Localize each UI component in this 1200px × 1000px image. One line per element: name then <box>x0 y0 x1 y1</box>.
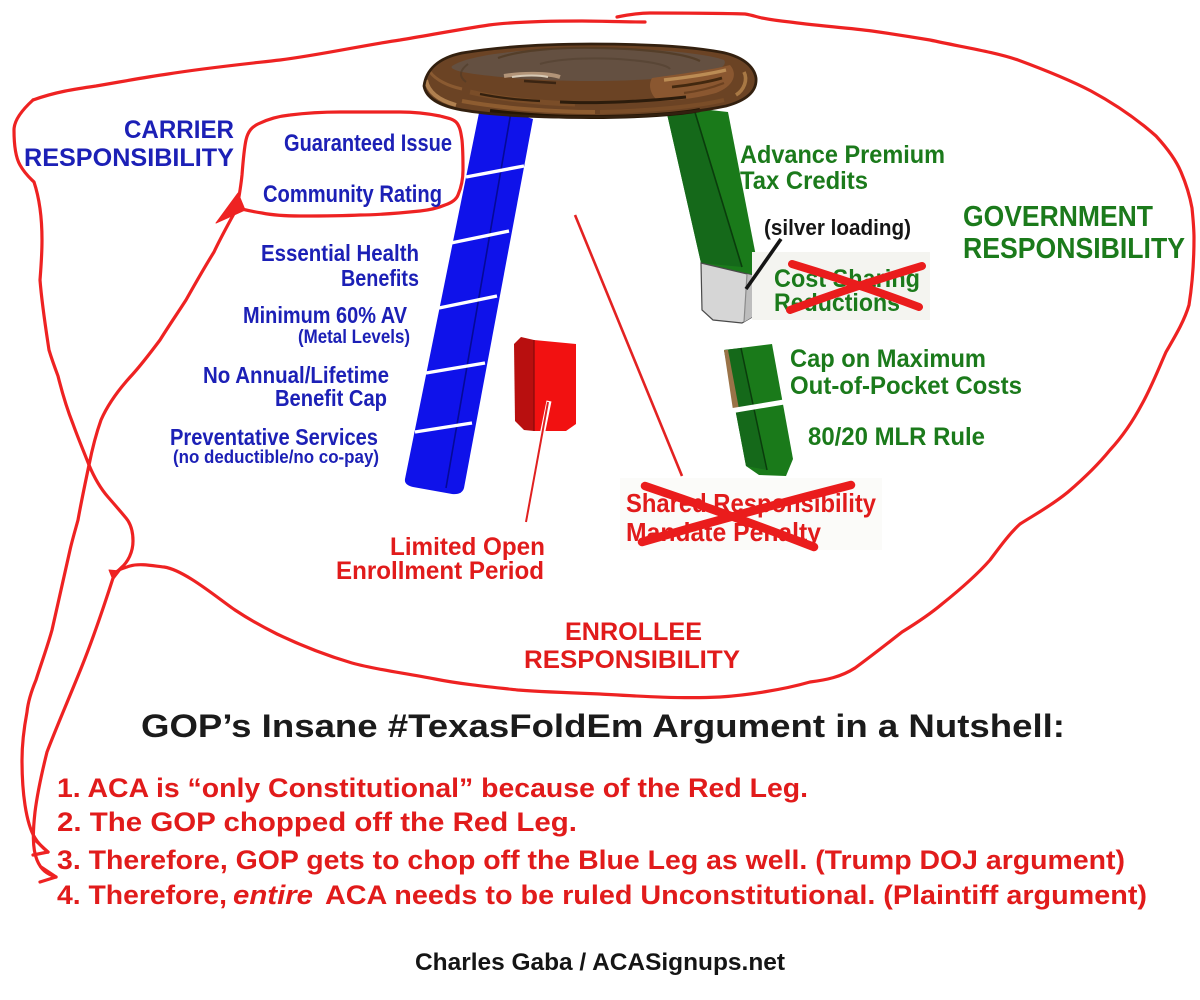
svg-text:80/20 MLR Rule: 80/20 MLR Rule <box>808 423 985 451</box>
svg-text:Benefit Cap: Benefit Cap <box>275 385 387 411</box>
svg-text:Essential Health: Essential Health <box>261 240 419 266</box>
svg-text:GOP’s Insane #TexasFoldEm Argu: GOP’s Insane #TexasFoldEm Argument in a … <box>141 708 1065 744</box>
svg-text:RESPONSIBILITY: RESPONSIBILITY <box>524 646 740 674</box>
svg-text:Benefits: Benefits <box>341 265 419 291</box>
svg-text:3. Therefore, GOP gets to chop: 3. Therefore, GOP gets to chop off the B… <box>57 845 1125 875</box>
svg-text:Tax Credits: Tax Credits <box>740 167 868 195</box>
svg-text:2. The GOP chopped off the Red: 2. The GOP chopped off the Red Leg. <box>57 807 577 837</box>
svg-text:Cap on Maximum: Cap on Maximum <box>790 345 986 373</box>
svg-text:Limited Open: Limited Open <box>390 533 545 561</box>
svg-text:Out-of-Pocket Costs: Out-of-Pocket Costs <box>790 372 1022 400</box>
svg-text:(no deductible/no co-pay): (no deductible/no co-pay) <box>173 447 379 467</box>
svg-text:Charles Gaba / ACASignups.net: Charles Gaba / ACASignups.net <box>415 949 785 976</box>
svg-text:(silver loading): (silver loading) <box>764 215 911 240</box>
svg-text:Advance Premium: Advance Premium <box>740 141 945 169</box>
svg-text:1. ACA is “only Constitutional: 1. ACA is “only Constitutional” because … <box>57 773 808 803</box>
svg-text:RESPONSIBILITY: RESPONSIBILITY <box>963 233 1185 265</box>
svg-text:4. Therefore,: 4. Therefore, <box>57 880 227 910</box>
svg-text:ACA needs to be ruled Unconsti: ACA needs to be ruled Unconstitutional. … <box>325 880 1147 910</box>
svg-text:ENROLLEE: ENROLLEE <box>565 618 702 646</box>
svg-text:entire: entire <box>233 880 313 910</box>
svg-text:Preventative Services: Preventative Services <box>170 424 378 450</box>
svg-text:Enrollment Period: Enrollment Period <box>336 557 544 585</box>
svg-text:RESPONSIBILITY: RESPONSIBILITY <box>24 144 234 172</box>
svg-text:Community Rating: Community Rating <box>263 181 442 208</box>
svg-text:Minimum 60% AV: Minimum 60% AV <box>243 302 408 328</box>
svg-text:(Metal Levels): (Metal Levels) <box>298 327 410 348</box>
svg-text:Guaranteed Issue: Guaranteed Issue <box>284 130 452 157</box>
svg-text:GOVERNMENT: GOVERNMENT <box>963 201 1153 233</box>
svg-text:No Annual/Lifetime: No Annual/Lifetime <box>203 362 389 388</box>
svg-text:CARRIER: CARRIER <box>124 116 234 144</box>
